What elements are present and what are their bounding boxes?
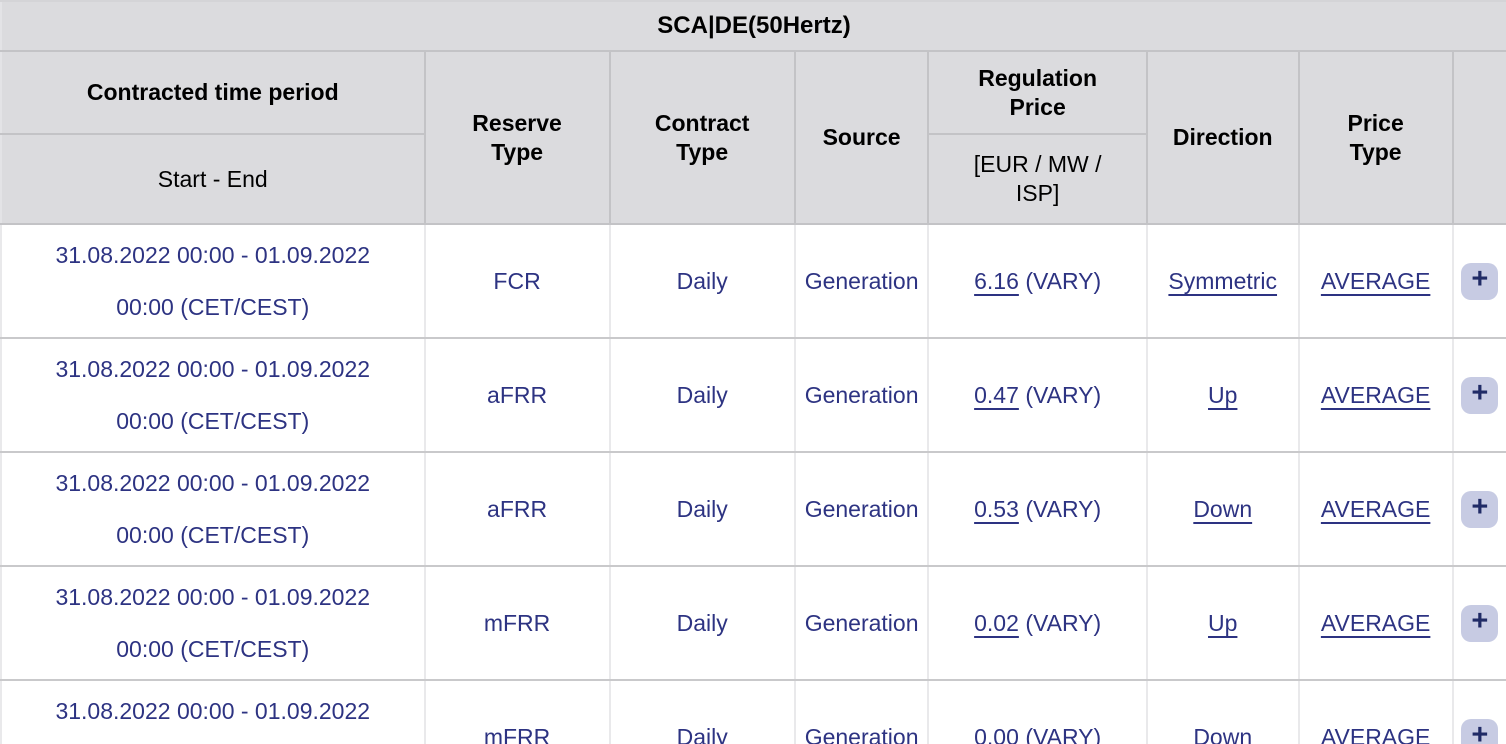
header-row-top: Contracted time period Reserve Type Cont…	[0, 50, 1506, 225]
table-row: 31.08.2022 00:00 - 01.09.2022 00:00 (CET…	[0, 337, 1506, 453]
expand-row-button[interactable]: +	[1461, 490, 1499, 528]
header-regulation-price: Regulation Price	[927, 50, 1148, 135]
cell-source: Generation	[793, 679, 930, 744]
cell-contract-type: Daily	[608, 451, 796, 567]
table-title: SCA|DE(50Hertz)	[0, 0, 1506, 52]
expand-row-button[interactable]: +	[1461, 262, 1499, 300]
price-type-link[interactable]: AVERAGE	[1320, 267, 1431, 294]
cell-actions: +	[1451, 223, 1506, 339]
direction-link[interactable]: Down	[1193, 495, 1253, 522]
price-suffix: (VARY)	[1025, 381, 1102, 408]
cell-contracted-period: 31.08.2022 00:00 - 01.09.2022 00:00 (CET…	[0, 679, 426, 744]
header-actions	[1451, 50, 1506, 225]
cell-contracted-period: 31.08.2022 00:00 - 01.09.2022 00:00 (CET…	[0, 223, 426, 339]
header-price-type: Price Type	[1297, 50, 1454, 225]
cell-contract-type: Daily	[608, 679, 796, 744]
cell-reserve-type: aFRR	[423, 337, 611, 453]
expand-row-button[interactable]: +	[1461, 376, 1499, 414]
cell-contract-type: Daily	[608, 337, 796, 453]
cell-regulation-price: 0.00 (VARY)	[927, 679, 1148, 744]
price-type-link[interactable]: AVERAGE	[1320, 723, 1431, 744]
cell-contracted-period: 31.08.2022 00:00 - 01.09.2022 00:00 (CET…	[0, 451, 426, 567]
cell-contracted-period: 31.08.2022 00:00 - 01.09.2022 00:00 (CET…	[0, 337, 426, 453]
price-type-link[interactable]: AVERAGE	[1320, 609, 1431, 636]
cell-price-type: AVERAGE	[1297, 223, 1454, 339]
price-link[interactable]: 0.53	[974, 495, 1019, 522]
cell-contract-type: Daily	[608, 565, 796, 681]
cell-actions: +	[1451, 451, 1506, 567]
cell-regulation-price: 0.47 (VARY)	[927, 337, 1148, 453]
price-link[interactable]: 0.47	[974, 381, 1019, 408]
cell-direction: Up	[1145, 565, 1300, 681]
cell-direction: Symmetric	[1145, 223, 1300, 339]
cell-direction: Down	[1145, 679, 1300, 744]
cell-contracted-period: 31.08.2022 00:00 - 01.09.2022 00:00 (CET…	[0, 565, 426, 681]
price-suffix: (VARY)	[1025, 609, 1102, 636]
cell-actions: +	[1451, 565, 1506, 681]
cell-price-type: AVERAGE	[1297, 451, 1454, 567]
cell-reserve-type: FCR	[423, 223, 611, 339]
cell-direction: Up	[1145, 337, 1300, 453]
price-link[interactable]: 0.02	[974, 609, 1019, 636]
title-row: SCA|DE(50Hertz)	[0, 0, 1506, 52]
price-type-link[interactable]: AVERAGE	[1320, 495, 1431, 522]
direction-link[interactable]: Down	[1193, 723, 1253, 744]
cell-regulation-price: 0.53 (VARY)	[927, 451, 1148, 567]
cell-actions: +	[1451, 679, 1506, 744]
header-start-end: Start - End	[0, 133, 426, 225]
direction-link[interactable]: Up	[1208, 609, 1238, 636]
expand-row-button[interactable]: +	[1461, 718, 1499, 744]
cell-reserve-type: mFRR	[423, 565, 611, 681]
cell-contract-type: Daily	[608, 223, 796, 339]
table-row: 31.08.2022 00:00 - 01.09.2022 00:00 (CET…	[0, 679, 1506, 744]
table-row: 31.08.2022 00:00 - 01.09.2022 00:00 (CET…	[0, 451, 1506, 567]
cell-actions: +	[1451, 337, 1506, 453]
price-type-link[interactable]: AVERAGE	[1320, 381, 1431, 408]
header-regulation-price-unit: [EUR / MW / ISP]	[927, 133, 1147, 225]
cell-source: Generation	[793, 565, 930, 681]
header-contracted-time-period: Contracted time period	[0, 50, 426, 135]
cell-source: Generation	[793, 451, 930, 567]
cell-price-type: AVERAGE	[1297, 565, 1454, 681]
expand-row-button[interactable]: +	[1461, 604, 1499, 642]
cell-reserve-type: aFRR	[423, 451, 611, 567]
cell-price-type: AVERAGE	[1297, 679, 1454, 744]
cell-direction: Down	[1145, 451, 1300, 567]
header-source: Source	[793, 50, 930, 225]
table-row: 31.08.2022 00:00 - 01.09.2022 00:00 (CET…	[0, 565, 1506, 681]
price-suffix: (VARY)	[1025, 723, 1102, 744]
cell-source: Generation	[793, 337, 930, 453]
price-suffix: (VARY)	[1025, 267, 1102, 294]
header-contract-type: Contract Type	[608, 50, 796, 225]
price-link[interactable]: 0.00	[974, 723, 1019, 744]
cell-reserve-type: mFRR	[423, 679, 611, 744]
cell-regulation-price: 6.16 (VARY)	[927, 223, 1148, 339]
cell-source: Generation	[793, 223, 930, 339]
cell-regulation-price: 0.02 (VARY)	[927, 565, 1148, 681]
header-direction: Direction	[1145, 50, 1300, 225]
direction-link[interactable]: Symmetric	[1168, 267, 1278, 294]
price-suffix: (VARY)	[1025, 495, 1102, 522]
table-row: 31.08.2022 00:00 - 01.09.2022 00:00 (CET…	[0, 223, 1506, 339]
direction-link[interactable]: Up	[1208, 381, 1238, 408]
price-link[interactable]: 6.16	[974, 267, 1019, 294]
cell-price-type: AVERAGE	[1297, 337, 1454, 453]
header-row-sub: Start - End [EUR / MW / ISP]	[0, 133, 1506, 225]
header-reserve-type: Reserve Type	[423, 50, 611, 225]
